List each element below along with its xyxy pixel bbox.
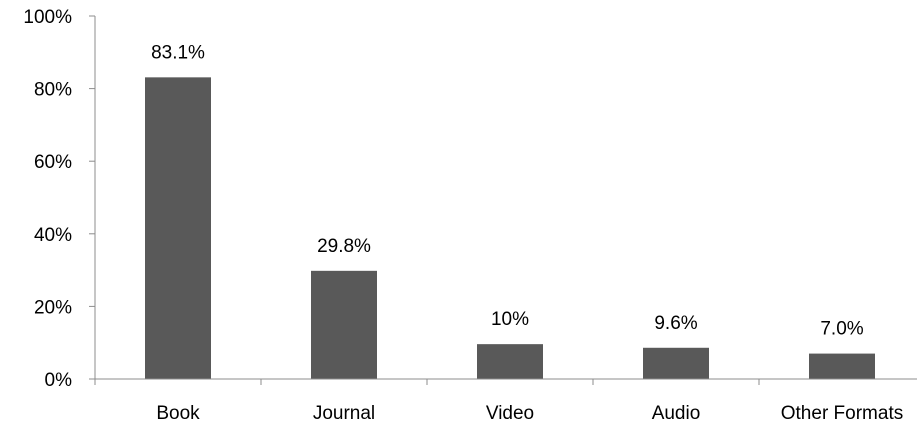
data-label: 7.0% — [820, 319, 863, 340]
x-category-label: Book — [156, 403, 200, 424]
x-category-label: Audio — [652, 403, 701, 424]
x-category-label: Journal — [313, 403, 375, 424]
bar-journal — [311, 270, 377, 379]
bars: 83.1% 29.8% 10% 9.6% 7.0% — [145, 42, 875, 380]
data-label: 10% — [491, 309, 529, 330]
x-category-label: Video — [486, 403, 534, 424]
y-axis: 0% 20% 40% 60% 80% 100% — [23, 7, 96, 391]
x-axis: Book Journal Video Audio Other Formats — [94, 378, 917, 424]
bar-book — [145, 77, 211, 380]
y-tick-label: 20% — [34, 297, 72, 318]
bar-audio — [643, 347, 709, 379]
bar-other-formats — [809, 353, 875, 379]
y-tick-label: 0% — [45, 370, 73, 391]
x-category-label: Other Formats — [781, 403, 903, 424]
data-label: 9.6% — [654, 313, 697, 334]
data-label: 83.1% — [151, 42, 205, 63]
data-label: 29.8% — [317, 236, 371, 257]
y-tick-label: 80% — [34, 80, 72, 101]
y-tick-label: 40% — [34, 225, 72, 246]
bar-video — [477, 344, 543, 379]
y-tick-label: 100% — [23, 7, 72, 28]
y-tick-label: 60% — [34, 152, 72, 173]
